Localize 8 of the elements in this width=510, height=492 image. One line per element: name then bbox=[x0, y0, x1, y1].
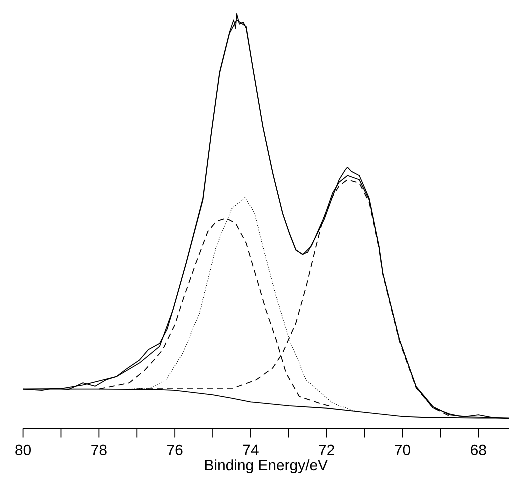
x-tick-label: 80 bbox=[16, 444, 32, 456]
x-tick-label: 78 bbox=[92, 444, 107, 456]
x-axis-title: Binding Energy/eV bbox=[205, 460, 328, 474]
x-tick-label: 76 bbox=[168, 444, 183, 456]
x-tick-label: 72 bbox=[319, 444, 334, 456]
x-tick-label: 74 bbox=[243, 444, 259, 456]
x-tick-label: 68 bbox=[471, 444, 486, 456]
x-tick-label: 70 bbox=[395, 444, 410, 456]
